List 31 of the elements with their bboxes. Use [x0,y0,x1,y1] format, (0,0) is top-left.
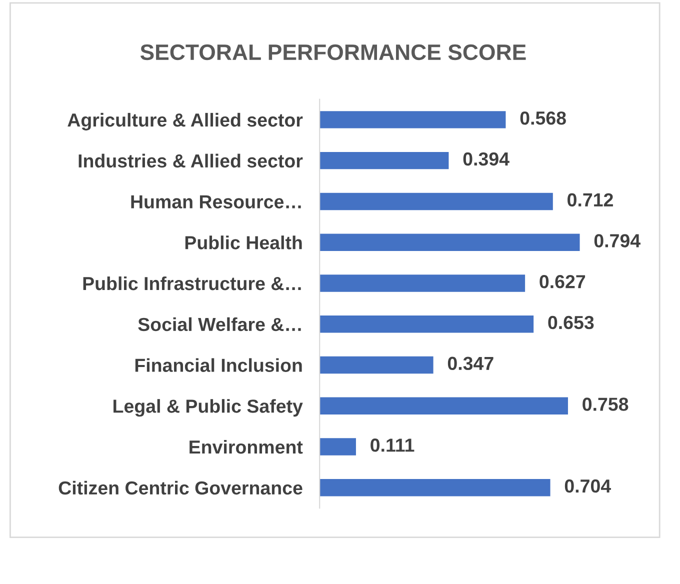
bar [320,274,526,292]
bar [320,152,449,170]
bar [320,111,506,128]
data-label: 0.394 [463,152,510,166]
y-tick-label: Human Resource… [131,195,301,208]
data-label: 0.704 [564,479,611,493]
data-label: 0.653 [548,316,594,330]
bar [320,192,553,210]
bar [320,234,580,251]
chart-title: SECTORAL PERFORMANCE SCORE [140,44,526,60]
bar [320,479,550,496]
bar [320,438,356,456]
data-label: 0.794 [594,234,640,248]
y-tick-label: Public Health [185,236,302,250]
data-label: 0.712 [568,193,613,207]
y-tick-label: Industries & Allied sector [78,154,303,168]
bar [320,316,534,333]
data-label: 0.347 [448,356,494,370]
y-tick-label: Legal & Public Safety [114,399,303,417]
y-tick-label: Social Welfare &… [138,317,301,332]
bar [320,397,568,414]
y-tick-label: Agriculture & Allied sector [68,112,303,130]
y-tick-label: Environment [190,440,303,454]
y-tick-label: Financial Inclusion [135,358,302,372]
data-label: 0.111 [370,438,414,452]
data-label: 0.758 [582,398,628,411]
data-label: 0.568 [520,111,566,125]
bar [320,356,434,374]
y-tick-label: Public Infrastructure &… [83,276,301,290]
y-tick-label: Citizen Centric Governance [58,480,302,495]
data-label: 0.627 [540,274,586,288]
